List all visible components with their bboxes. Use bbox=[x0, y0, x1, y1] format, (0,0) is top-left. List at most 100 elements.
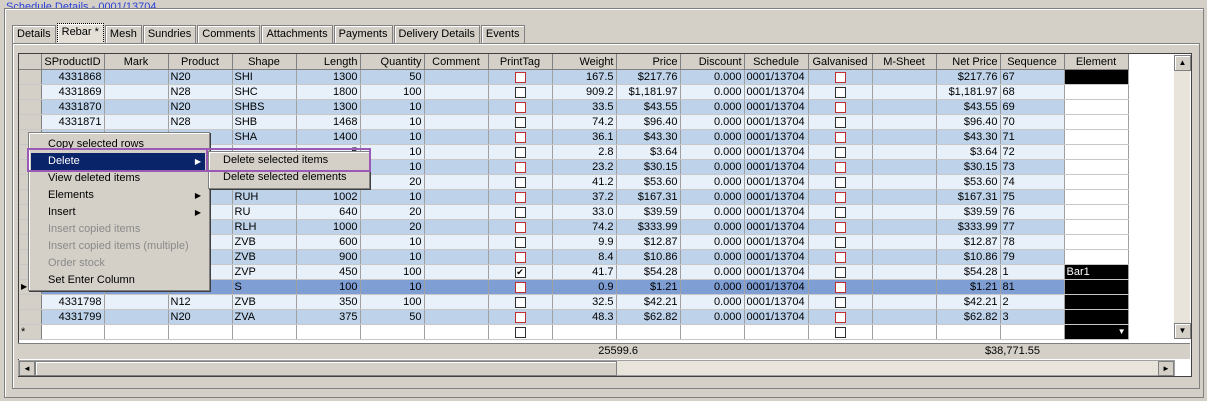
table-cell[interactable] bbox=[872, 279, 937, 295]
galvanised-checkbox-cell[interactable] bbox=[808, 279, 873, 295]
tab-sundries[interactable]: Sundries bbox=[142, 25, 197, 43]
column-header-discount[interactable]: Discount bbox=[680, 54, 745, 70]
cell-product[interactable]: N20 bbox=[168, 309, 233, 325]
galvanised-checkbox-cell[interactable] bbox=[808, 159, 873, 175]
printtag-checkbox-cell[interactable] bbox=[488, 219, 553, 235]
table-cell[interactable] bbox=[424, 294, 489, 310]
element-cell[interactable] bbox=[1064, 279, 1129, 295]
table-cell[interactable] bbox=[872, 189, 937, 205]
cell-length[interactable]: 100 bbox=[296, 279, 361, 295]
scroll-up-icon[interactable]: ▲ bbox=[1174, 55, 1191, 71]
printtag-checkbox-cell[interactable] bbox=[488, 174, 553, 190]
cell-discount[interactable]: 0.000 bbox=[680, 204, 745, 220]
tab-mesh[interactable]: Mesh bbox=[104, 25, 142, 43]
table-cell[interactable] bbox=[872, 69, 937, 85]
galvanised-checkbox-cell[interactable] bbox=[808, 234, 873, 250]
table-cell[interactable] bbox=[872, 204, 937, 220]
table-row[interactable]: 4331799 N20 ZVA 375 50 48.3 $62.82 0.000 0001/13… bbox=[19, 309, 1129, 325]
cell-price[interactable]: $333.99 bbox=[616, 219, 681, 235]
galvanised-checkbox-cell[interactable] bbox=[808, 174, 873, 190]
cell-length[interactable]: 600 bbox=[296, 234, 361, 250]
table-cell[interactable] bbox=[424, 99, 489, 115]
column-header-comment[interactable]: Comment bbox=[424, 54, 489, 70]
cell-schedule[interactable]: 0001/13704 bbox=[744, 219, 809, 235]
printtag-checkbox-cell[interactable] bbox=[488, 189, 553, 205]
cell-weight[interactable]: 74.2 bbox=[552, 219, 617, 235]
tab-payments[interactable]: Payments bbox=[333, 25, 393, 43]
printtag-checkbox-cell[interactable] bbox=[488, 309, 553, 325]
cell-qty[interactable]: 100 bbox=[360, 294, 425, 310]
cell-length[interactable]: 450 bbox=[296, 264, 361, 280]
table-cell[interactable] bbox=[872, 99, 937, 115]
galvanised-checkbox-cell[interactable] bbox=[808, 129, 873, 145]
table-row[interactable]: 4331868 N20 SHI 1300 50 167.5 $217.76 0.000 0001… bbox=[19, 69, 1129, 85]
cell-weight[interactable]: 167.5 bbox=[552, 69, 617, 85]
element-cell[interactable] bbox=[1064, 114, 1129, 130]
checkbox[interactable] bbox=[514, 236, 526, 248]
tab-details[interactable]: Details bbox=[12, 25, 56, 43]
column-header-shape[interactable]: Shape bbox=[232, 54, 297, 70]
cell-length[interactable]: 1400 bbox=[296, 129, 361, 145]
table-cell[interactable] bbox=[872, 249, 937, 265]
cell-weight[interactable]: 909.2 bbox=[552, 84, 617, 100]
cell-product[interactable]: N28 bbox=[168, 84, 233, 100]
cell-id[interactable]: 4331799 bbox=[41, 309, 105, 325]
cell-price[interactable]: $1.21 bbox=[616, 279, 681, 295]
cell-schedule[interactable]: 0001/13704 bbox=[744, 69, 809, 85]
cell-seq[interactable]: 1 bbox=[1000, 264, 1065, 280]
cell-discount[interactable]: 0.000 bbox=[680, 99, 745, 115]
printtag-checkbox-cell[interactable] bbox=[488, 144, 553, 160]
scroll-right-icon[interactable]: ► bbox=[1158, 361, 1174, 376]
table-cell[interactable] bbox=[424, 159, 489, 175]
cell-product[interactable]: N28 bbox=[168, 114, 233, 130]
cell-weight[interactable]: 74.2 bbox=[552, 114, 617, 130]
printtag-checkbox-cell[interactable] bbox=[488, 99, 553, 115]
row-selector[interactable] bbox=[19, 69, 42, 85]
cell-seq[interactable]: 73 bbox=[1000, 159, 1065, 175]
menu-item-insert-copied-items[interactable]: Insert copied items bbox=[31, 221, 205, 238]
scroll-thumb[interactable] bbox=[35, 361, 617, 376]
cell-weight[interactable]: 0.9 bbox=[552, 279, 617, 295]
table-cell[interactable] bbox=[232, 324, 297, 340]
printtag-checkbox-cell[interactable] bbox=[488, 204, 553, 220]
checkbox[interactable] bbox=[834, 236, 846, 248]
table-cell[interactable] bbox=[872, 264, 937, 280]
table-cell[interactable] bbox=[872, 159, 937, 175]
cell-weight[interactable]: 33.5 bbox=[552, 99, 617, 115]
element-cell[interactable] bbox=[1064, 69, 1129, 85]
table-cell[interactable] bbox=[872, 144, 937, 160]
element-cell[interactable] bbox=[1064, 249, 1129, 265]
cell-net[interactable]: $3.64 bbox=[936, 144, 1001, 160]
column-header-sproductid[interactable]: SProductID bbox=[41, 54, 105, 70]
cell-price[interactable]: $96.40 bbox=[616, 114, 681, 130]
cell-schedule[interactable]: 0001/13704 bbox=[744, 264, 809, 280]
element-cell[interactable] bbox=[1064, 204, 1129, 220]
printtag-checkbox-cell[interactable] bbox=[488, 84, 553, 100]
printtag-checkbox-cell[interactable] bbox=[488, 114, 553, 130]
cell-length[interactable]: 640 bbox=[296, 204, 361, 220]
checkbox[interactable] bbox=[834, 296, 846, 308]
cell-shape[interactable]: ZVP bbox=[232, 264, 297, 280]
menu-item-elements[interactable]: Elements ▶ bbox=[31, 187, 205, 204]
row-selector[interactable] bbox=[19, 294, 42, 310]
cell-shape[interactable]: RU bbox=[232, 204, 297, 220]
table-cell[interactable] bbox=[424, 264, 489, 280]
cell-qty[interactable]: 10 bbox=[360, 234, 425, 250]
cell-weight[interactable]: 41.2 bbox=[552, 174, 617, 190]
checkbox[interactable] bbox=[514, 191, 526, 203]
cell-discount[interactable]: 0.000 bbox=[680, 144, 745, 160]
checkbox[interactable] bbox=[514, 281, 526, 293]
cell-product[interactable]: N20 bbox=[168, 99, 233, 115]
cell-id[interactable]: 4331870 bbox=[41, 99, 105, 115]
cell-schedule[interactable]: 0001/13704 bbox=[744, 294, 809, 310]
checkbox[interactable] bbox=[834, 281, 846, 293]
cell-schedule[interactable]: 0001/13704 bbox=[744, 174, 809, 190]
cell-net[interactable]: $217.76 bbox=[936, 69, 1001, 85]
cell-qty[interactable]: 20 bbox=[360, 204, 425, 220]
checkbox[interactable] bbox=[514, 176, 526, 188]
element-cell[interactable] bbox=[1064, 159, 1129, 175]
cell-discount[interactable]: 0.000 bbox=[680, 219, 745, 235]
checkbox[interactable] bbox=[834, 161, 846, 173]
cell-weight[interactable]: 9.9 bbox=[552, 234, 617, 250]
cell-id[interactable]: 4331869 bbox=[41, 84, 105, 100]
